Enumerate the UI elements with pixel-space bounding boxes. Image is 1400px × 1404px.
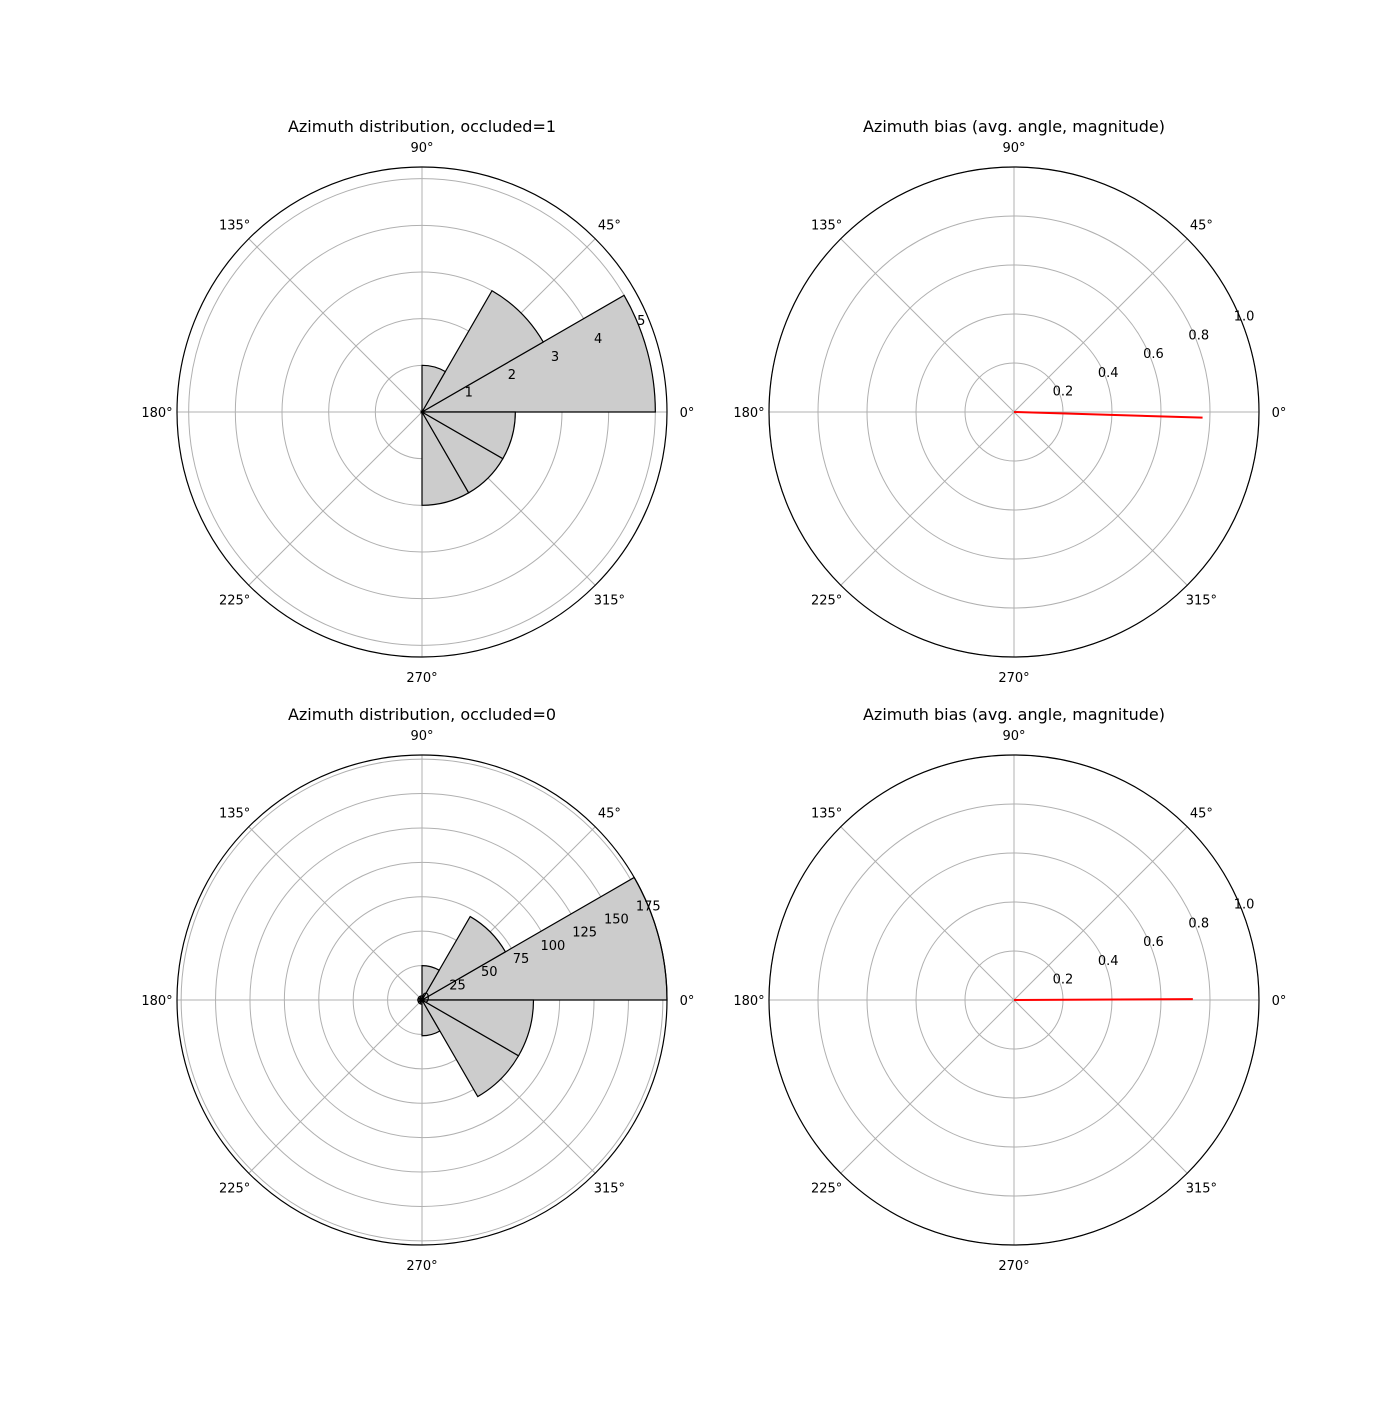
angle-tick-label: 225° xyxy=(219,1181,250,1196)
angular-gridline xyxy=(248,999,423,1174)
radial-tick-label: 0.6 xyxy=(1143,935,1164,950)
radial-tick-label: 150 xyxy=(604,912,629,927)
angular-gridline xyxy=(840,999,1015,1174)
polar-panel-3: Azimuth distribution, occluded=0 0 25 50 75 1… xyxy=(141,705,694,1274)
histogram-bar xyxy=(421,964,441,1003)
angle-tick-label: 315° xyxy=(1186,1181,1217,1196)
angular-gridline xyxy=(248,238,423,413)
angle-tick-label: 135° xyxy=(219,807,250,822)
radial-tick-label: 125 xyxy=(572,926,597,941)
bias-line xyxy=(1013,998,1193,1001)
radial-tick-label: 2 xyxy=(508,368,516,383)
angle-tick-label: 315° xyxy=(594,1181,625,1196)
radial-tick-label: 0.2 xyxy=(1053,385,1074,400)
radial-tick-label: 100 xyxy=(540,939,565,954)
angle-tick-label: 135° xyxy=(811,219,842,234)
angular-gridline xyxy=(840,411,1015,586)
angle-tick-label: 135° xyxy=(811,807,842,822)
angle-tick-label: 270° xyxy=(998,1259,1029,1274)
angle-tick-label: 0° xyxy=(680,406,695,421)
angle-tick-label: 90° xyxy=(1002,729,1025,744)
angle-tick-label: 0° xyxy=(1272,994,1287,1009)
polar-panel-1: Azimuth distribution, occluded=1 1 2 3 4 5 0° 4… xyxy=(141,117,694,686)
angle-tick-label: 225° xyxy=(811,593,842,608)
histogram-bar xyxy=(420,289,545,414)
angular-gridline xyxy=(1013,826,1188,1001)
angle-tick-label: 45° xyxy=(598,219,621,234)
angular-gridline xyxy=(1013,238,1188,413)
radial-tick-label: 1 xyxy=(465,386,473,401)
angle-tick-label: 180° xyxy=(733,406,764,421)
panel-title: Azimuth bias (avg. angle, magnitude) xyxy=(863,705,1165,724)
angle-tick-label: 45° xyxy=(1190,219,1213,234)
radial-tick-label: 4 xyxy=(594,332,602,347)
histogram-bar xyxy=(420,915,507,1002)
angle-tick-label: 315° xyxy=(594,593,625,608)
angle-tick-label: 0° xyxy=(1272,406,1287,421)
radial-tick-label: 0.4 xyxy=(1098,366,1119,381)
angle-tick-label: 225° xyxy=(219,593,250,608)
angle-tick-label: 45° xyxy=(1190,807,1213,822)
radial-tick-label: 0.2 xyxy=(1053,973,1074,988)
radial-tick-label: 1.0 xyxy=(1234,898,1255,913)
polar-frame xyxy=(176,754,668,1246)
angular-gridline xyxy=(840,826,1015,1001)
angle-tick-label: 270° xyxy=(998,671,1029,686)
angle-tick-label: 90° xyxy=(410,729,433,744)
radial-tick-label: 50 xyxy=(481,965,498,980)
angle-tick-label: 180° xyxy=(141,994,172,1009)
panel-title: Azimuth distribution, occluded=1 xyxy=(288,117,556,136)
histogram-bar xyxy=(419,999,535,1057)
panel-title: Azimuth bias (avg. angle, magnitude) xyxy=(863,117,1165,136)
angular-gridline xyxy=(1013,411,1188,586)
angular-gridline xyxy=(248,411,423,586)
angular-gridline xyxy=(840,238,1015,413)
radial-tick-label: 0.8 xyxy=(1188,328,1209,343)
angle-tick-label: 45° xyxy=(598,807,621,822)
radial-tick-label: 0.8 xyxy=(1188,916,1209,931)
angle-tick-label: 270° xyxy=(406,671,437,686)
angle-tick-label: 270° xyxy=(406,1259,437,1274)
radial-tick-label: 5 xyxy=(637,314,645,329)
radial-tick-label: 3 xyxy=(551,350,559,365)
histogram-bar xyxy=(421,364,447,415)
polar-panel-2: Azimuth bias (avg. angle, magnitude) 0.2 0… xyxy=(733,117,1286,686)
angular-gridline xyxy=(1013,999,1188,1174)
angle-tick-label: 180° xyxy=(141,406,172,421)
angle-tick-label: 90° xyxy=(1002,141,1025,156)
angle-tick-label: 0° xyxy=(680,994,695,1009)
polar-panel-4: Azimuth bias (avg. angle, magnitude) 0.2 0… xyxy=(733,705,1286,1274)
angle-tick-label: 180° xyxy=(733,994,764,1009)
bias-line xyxy=(1013,411,1203,419)
angle-tick-label: 90° xyxy=(410,141,433,156)
histogram-bar xyxy=(419,411,516,460)
polar-frame xyxy=(768,754,1260,1246)
radial-tick-label: 0.4 xyxy=(1098,954,1119,969)
angular-gridline xyxy=(248,826,423,1001)
radial-tick-label: 25 xyxy=(449,978,466,993)
radial-tick-label: 1.0 xyxy=(1234,310,1255,325)
panel-title: Azimuth distribution, occluded=0 xyxy=(288,705,556,724)
angle-tick-label: 135° xyxy=(219,219,250,234)
histogram-bar xyxy=(419,294,656,413)
angle-tick-label: 315° xyxy=(1186,593,1217,608)
radial-tick-label: 75 xyxy=(513,952,530,967)
angle-tick-label: 225° xyxy=(811,1181,842,1196)
polar-frame xyxy=(768,166,1260,658)
radial-tick-label: 0 xyxy=(422,991,430,1006)
radial-tick-label: 0.6 xyxy=(1143,347,1164,362)
polar-frame xyxy=(176,166,668,658)
